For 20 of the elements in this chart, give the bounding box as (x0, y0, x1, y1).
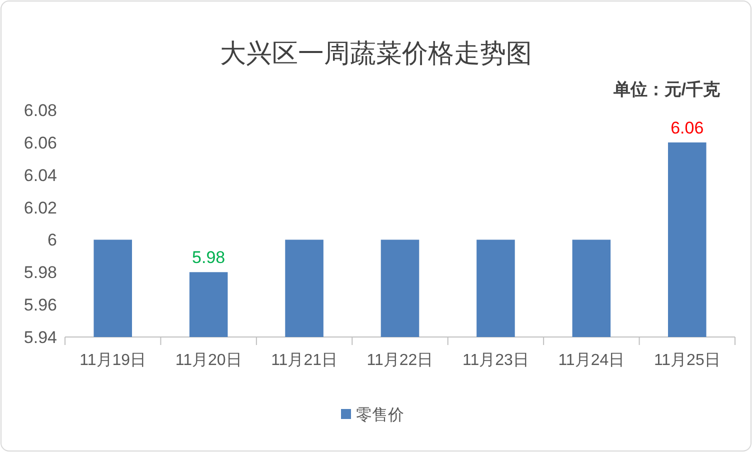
y-tick-label: 6.06 (24, 133, 57, 152)
data-label: 5.98 (192, 248, 226, 268)
y-tick-label: 5.96 (24, 296, 57, 315)
chart-title: 大兴区一周蔬菜价格走势图 (220, 38, 532, 68)
y-tick-label: 6.08 (24, 101, 57, 120)
x-tick-label: 11月20日 (175, 352, 242, 369)
x-tick-label: 11月21日 (271, 352, 338, 369)
x-tick-label: 11月22日 (366, 352, 434, 369)
y-tick-label: 6.02 (24, 198, 57, 218)
x-tick-label: 11月23日 (462, 352, 529, 369)
data-label: 6.06 (670, 118, 704, 138)
y-tick-label: 6 (48, 230, 57, 250)
legend-label: 零售价 (356, 407, 404, 424)
chart-subtitle: 单位：元/千克 (612, 80, 721, 99)
x-tick-label: 11月25日 (654, 352, 720, 369)
x-tick-label: 11月19日 (80, 352, 146, 369)
x-tick-label: 11月24日 (558, 352, 625, 369)
y-tick-label: 5.98 (24, 263, 57, 282)
y-tick-label: 5.94 (24, 328, 57, 347)
y-tick-label: 6.04 (24, 166, 57, 185)
